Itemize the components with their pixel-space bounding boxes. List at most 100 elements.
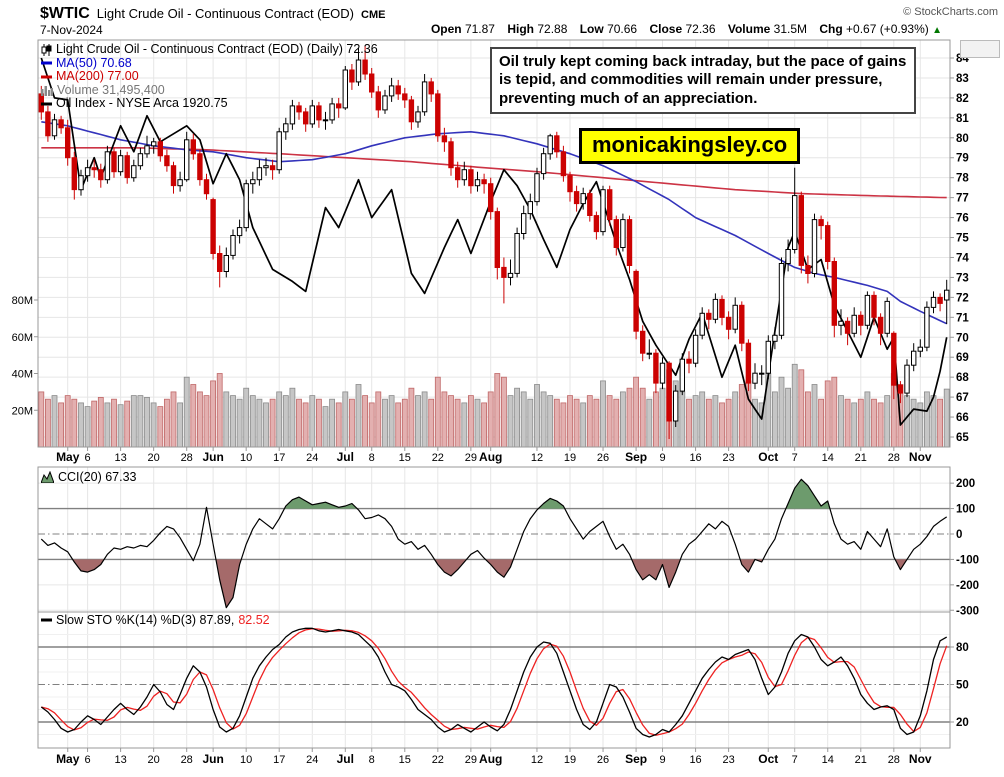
svg-text:70: 70 (956, 332, 969, 344)
svg-text:Oct: Oct (758, 450, 778, 464)
svg-text:12: 12 (531, 452, 543, 464)
svg-text:Oct: Oct (758, 752, 778, 766)
cci-label-text: CCI(20) 67.33 (58, 470, 137, 484)
svg-text:16: 16 (689, 452, 701, 464)
svg-text:7: 7 (792, 452, 798, 464)
legend-oil-index-row: Oil Index - NYSE Arca 1920.75 (41, 96, 378, 111)
svg-text:13: 13 (114, 452, 126, 464)
svg-text:7: 7 (792, 754, 798, 766)
svg-text:19: 19 (564, 754, 576, 766)
svg-text:80M: 80M (12, 295, 33, 307)
svg-text:76: 76 (956, 213, 969, 225)
instrument-name: Light Crude Oil - Continuous Contract (E… (96, 6, 354, 21)
svg-text:22: 22 (432, 452, 444, 464)
svg-text:10: 10 (240, 754, 252, 766)
svg-text:Nov: Nov (909, 752, 932, 766)
sto-panel-legend: Slow STO %K(14) %D(3) 87.89, 82.52 (41, 613, 270, 627)
svg-text:28: 28 (181, 452, 193, 464)
chart-date: 7-Nov-2024 (40, 23, 103, 37)
svg-text:29: 29 (465, 754, 477, 766)
sto-label-black: Slow STO %K(14) %D(3) 87.89, (56, 613, 235, 627)
svg-text:29: 29 (465, 452, 477, 464)
cci-panel-legend: CCI(20) 67.33 (41, 470, 137, 484)
svg-text:-200: -200 (956, 580, 979, 592)
svg-text:Sep: Sep (625, 450, 647, 464)
svg-text:83: 83 (956, 73, 969, 85)
high-stat: High 72.88 (507, 22, 568, 36)
svg-text:67: 67 (956, 392, 969, 404)
svg-text:24: 24 (306, 452, 318, 464)
svg-text:0: 0 (956, 529, 962, 541)
svg-text:19: 19 (564, 452, 576, 464)
svg-text:Nov: Nov (909, 450, 932, 464)
svg-text:9: 9 (659, 452, 665, 464)
svg-text:17: 17 (273, 452, 285, 464)
ticker-symbol: $WTIC (40, 5, 90, 22)
svg-text:60M: 60M (12, 332, 33, 344)
svg-text:65: 65 (956, 432, 969, 444)
copyright-label: © StockCharts.com (903, 6, 998, 18)
svg-text:Jul: Jul (337, 752, 354, 766)
svg-text:24: 24 (306, 754, 318, 766)
svg-text:6: 6 (85, 754, 91, 766)
svg-text:82: 82 (956, 93, 969, 105)
svg-text:23: 23 (722, 754, 734, 766)
svg-text:28: 28 (181, 754, 193, 766)
change-stat: Chg +0.67 (+0.93%) ▲ (819, 22, 942, 36)
svg-text:79: 79 (956, 153, 969, 165)
svg-text:73: 73 (956, 272, 969, 284)
change-up-icon: ▲ (932, 25, 942, 36)
svg-text:26: 26 (597, 754, 609, 766)
svg-text:8: 8 (369, 754, 375, 766)
svg-text:50: 50 (956, 680, 969, 692)
svg-text:72: 72 (956, 292, 969, 304)
annotation-box: Oil truly kept coming back intraday, but… (490, 47, 916, 114)
svg-text:17: 17 (273, 754, 285, 766)
svg-text:20: 20 (148, 754, 160, 766)
svg-text:200: 200 (956, 478, 975, 490)
legend-price-label: Light Crude Oil - Continuous Contract (E… (56, 42, 378, 56)
svg-text:80: 80 (956, 133, 969, 145)
legend-ma50-row: MA(50) 70.68 (41, 55, 378, 71)
legend-ma200-row: MA(200) 77.00 (41, 69, 378, 84)
watermark-link[interactable]: monicakingsley.co (579, 128, 801, 164)
svg-text:20: 20 (148, 452, 160, 464)
svg-text:71: 71 (956, 312, 969, 324)
volume-stat: Volume 31.5M (727, 22, 807, 36)
open-stat: Open 71.87 (430, 22, 495, 36)
legend-volume-label: Volume 31,495,400 (57, 82, 165, 97)
svg-text:Jun: Jun (202, 450, 223, 464)
svg-text:Aug: Aug (479, 752, 502, 766)
ma200-line-icon (41, 75, 52, 79)
svg-text:100: 100 (956, 504, 975, 516)
svg-text:Aug: Aug (479, 450, 502, 464)
svg-text:69: 69 (956, 352, 969, 364)
svg-text:26: 26 (597, 452, 609, 464)
legend-oil-index-label: Oil Index - NYSE Arca 1920.75 (56, 96, 228, 110)
exchange-label: CME (361, 9, 386, 21)
svg-text:Jul: Jul (337, 450, 354, 464)
svg-text:21: 21 (855, 754, 867, 766)
svg-text:13: 13 (114, 754, 126, 766)
close-stat: Close 72.36 (649, 22, 716, 36)
legend-volume-row: Volume 31,495,400 (41, 82, 378, 98)
svg-text:Jun: Jun (202, 752, 223, 766)
svg-text:75: 75 (956, 233, 969, 245)
svg-text:Sep: Sep (625, 752, 647, 766)
candlestick-icon (41, 43, 52, 56)
svg-text:8: 8 (369, 452, 375, 464)
svg-text:20: 20 (956, 717, 969, 729)
svg-text:28: 28 (888, 452, 900, 464)
svg-text:May: May (56, 752, 80, 766)
ma50-line-icon (41, 61, 52, 65)
svg-text:12: 12 (531, 754, 543, 766)
svg-text:15: 15 (399, 452, 411, 464)
sto-line-icon (41, 618, 52, 622)
svg-text:14: 14 (822, 452, 834, 464)
svg-text:10: 10 (240, 452, 252, 464)
oil-index-line-icon (41, 102, 52, 106)
legend-ma50-label: MA(50) 70.68 (56, 55, 132, 70)
main-chart-legend: Light Crude Oil - Continuous Contract (E… (41, 42, 378, 111)
